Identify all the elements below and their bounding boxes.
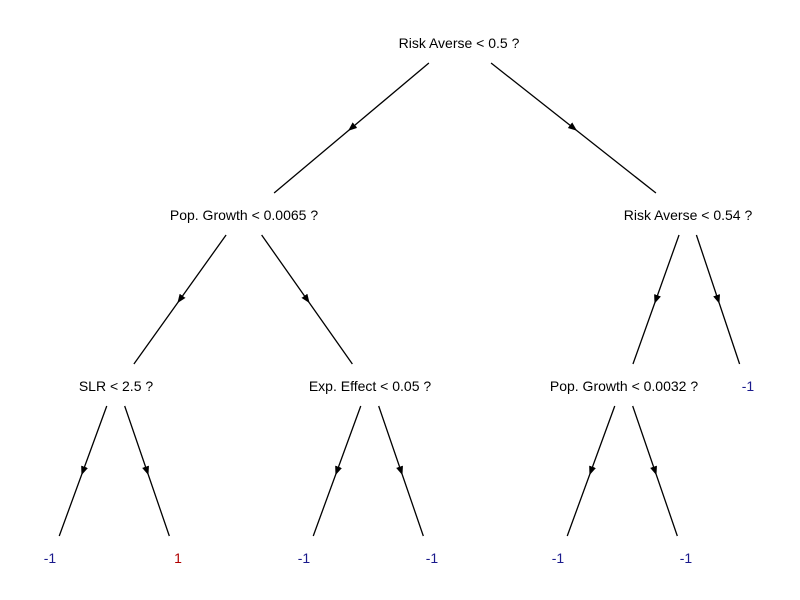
leaf-negative: -1 <box>551 550 565 566</box>
leaf-positive: 1 <box>174 550 182 566</box>
leaf-negative: -1 <box>43 550 57 566</box>
edge-root-to-n_right <box>490 62 657 194</box>
node-exp-effect: Exp. Effect < 0.05 ? <box>308 378 432 394</box>
edge-n_right-to-leaf_rr <box>695 234 741 365</box>
leaf-negative: -1 <box>425 550 439 566</box>
edge-n_right-to-n_rl <box>632 234 680 365</box>
node-risk-averse-054: Risk Averse < 0.54 ? <box>623 207 753 223</box>
edge-n_lr-to-leaf_lrl <box>312 405 362 537</box>
edge-root-to-n_left <box>273 62 430 194</box>
root-node-risk-averse: Risk Averse < 0.5 ? <box>398 35 520 51</box>
edge-n_left-to-n_lr <box>261 234 353 365</box>
edge-n_lr-to-leaf_lrr <box>378 405 424 537</box>
edge-n_rl-to-leaf_rll <box>566 405 616 537</box>
edge-n_left-to-n_ll <box>133 234 227 365</box>
leaf-negative: -1 <box>741 378 755 394</box>
leaf-negative: -1 <box>297 550 311 566</box>
leaf-negative: -1 <box>679 550 693 566</box>
node-pop-growth-0032: Pop. Growth < 0.0032 ? <box>549 378 699 394</box>
node-pop-growth-0065: Pop. Growth < 0.0065 ? <box>169 207 319 223</box>
edge-n_rl-to-leaf_rlr <box>632 405 678 537</box>
edge-n_ll-to-leaf_lll <box>58 405 108 537</box>
node-slr: SLR < 2.5 ? <box>78 378 154 394</box>
edge-n_ll-to-leaf_llr <box>124 405 170 537</box>
